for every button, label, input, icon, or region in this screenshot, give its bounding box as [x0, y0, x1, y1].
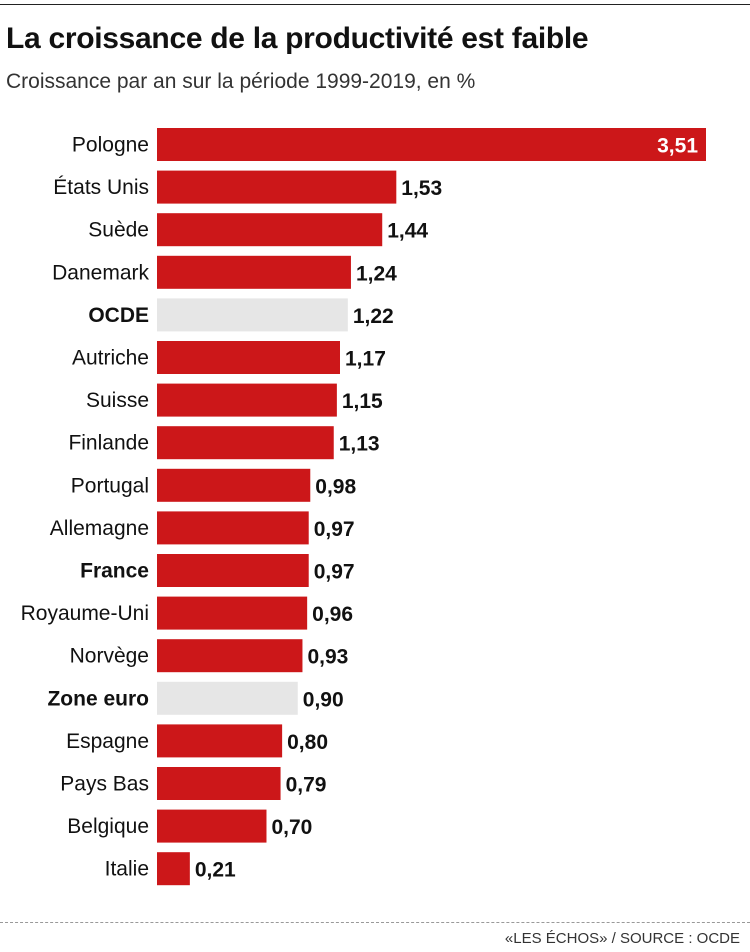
bar-allemagne — [157, 511, 309, 545]
category-label-etats-unis: États Unis — [53, 176, 149, 199]
category-label-allemagne: Allemagne — [50, 517, 149, 540]
value-label-danemark: 1,24 — [356, 262, 397, 285]
source-credit: «LES ÉCHOS» / SOURCE : OCDE — [504, 930, 740, 947]
value-label-royaume-uni: 0,96 — [312, 603, 353, 626]
bar-espagne — [157, 724, 283, 758]
category-label-norvege: Norvège — [70, 645, 149, 668]
bar-etats-unis — [157, 170, 397, 204]
value-label-france: 0,97 — [314, 561, 355, 584]
value-label-suisse: 1,15 — [342, 390, 383, 413]
value-label-zone-euro: 0,90 — [303, 688, 344, 711]
bar-autriche — [157, 341, 340, 374]
value-label-norvege: 0,93 — [307, 646, 348, 669]
bar-belgique — [157, 809, 267, 843]
category-label-royaume-uni: Royaume-Uni — [21, 602, 149, 625]
category-label-italie: Italie — [105, 858, 149, 881]
bottom-rule — [0, 922, 750, 923]
category-label-espagne: Espagne — [66, 730, 149, 753]
category-label-france: France — [80, 560, 149, 583]
category-label-zone-euro: Zone euro — [47, 687, 149, 710]
category-label-danemark: Danemark — [52, 261, 149, 284]
bar-italie — [157, 852, 190, 886]
value-label-portugal: 0,98 — [315, 475, 356, 498]
bar-pays-bas — [157, 767, 281, 800]
bar-finlande — [157, 426, 334, 460]
bar-norvege — [157, 639, 303, 673]
category-label-autriche: Autriche — [72, 347, 149, 370]
bar-portugal — [157, 468, 311, 502]
value-label-allemagne: 0,97 — [314, 518, 355, 541]
category-label-belgique: Belgique — [67, 815, 149, 838]
chart-subtitle: Croissance par an sur la période 1999-20… — [6, 70, 476, 93]
bar-pologne — [157, 128, 706, 161]
chart-title: La croissance de la productivité est fai… — [6, 22, 589, 55]
bar-royaume-uni — [157, 596, 308, 630]
category-label-pays-bas: Pays Bas — [60, 773, 149, 796]
value-label-pays-bas: 0,79 — [286, 774, 327, 797]
value-label-finlande: 1,13 — [339, 433, 380, 456]
value-label-belgique: 0,70 — [271, 816, 312, 839]
category-label-portugal: Portugal — [71, 474, 149, 497]
bar-ocde — [157, 298, 348, 332]
value-label-suede: 1,44 — [387, 220, 428, 243]
category-label-pologne: Pologne — [72, 134, 149, 157]
category-label-ocde: OCDE — [88, 304, 149, 327]
category-label-suede: Suède — [88, 219, 149, 242]
top-rule — [0, 4, 750, 5]
category-label-finlande: Finlande — [68, 432, 149, 455]
category-label-suisse: Suisse — [86, 389, 149, 412]
value-label-espagne: 0,80 — [287, 731, 328, 754]
bar-france — [157, 554, 309, 587]
value-label-etats-unis: 1,53 — [401, 177, 442, 200]
value-label-italie: 0,21 — [195, 859, 236, 882]
bar-danemark — [157, 255, 351, 289]
value-label-pologne: 3,51 — [657, 135, 698, 158]
bar-suede — [157, 213, 383, 247]
value-label-autriche: 1,17 — [345, 348, 386, 371]
bar-suisse — [157, 383, 337, 417]
value-label-ocde: 1,22 — [353, 305, 394, 328]
bar-chart: Pologne 3,51 États Unis 1,53 Suède 1,44 Danema… — [21, 128, 706, 886]
bar-zone-euro — [157, 681, 298, 715]
